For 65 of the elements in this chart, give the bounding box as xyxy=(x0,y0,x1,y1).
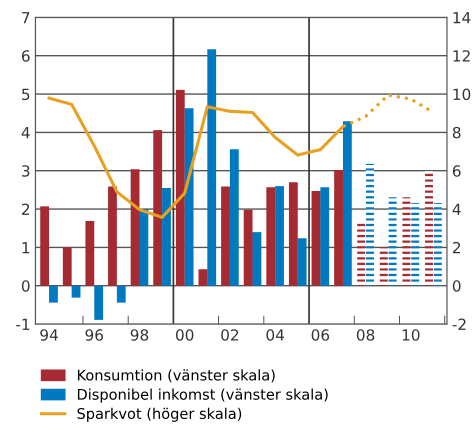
bar xyxy=(402,197,410,286)
y2-tick-label: 14 xyxy=(454,12,470,24)
bar xyxy=(244,210,253,286)
bar xyxy=(207,49,216,286)
bar xyxy=(266,187,276,286)
y-tick-label: 7 xyxy=(22,12,30,24)
bar xyxy=(221,186,230,286)
y-tick-label: -1 xyxy=(16,318,30,330)
y-tick-label: 3 xyxy=(22,165,30,177)
bar xyxy=(366,164,374,286)
y2-tick-label: 12 xyxy=(454,50,470,62)
bar xyxy=(434,202,442,286)
bar xyxy=(94,286,104,320)
y2-tick-label: 4 xyxy=(452,204,461,215)
y2-tick-label: -2 xyxy=(452,318,466,330)
x-tick-label: 06 xyxy=(312,329,330,341)
bar xyxy=(62,247,72,286)
x-tick-label: 94 xyxy=(40,329,58,341)
y2-tick-label: 10 xyxy=(454,88,470,100)
x-tick-label: 10 xyxy=(402,329,420,341)
x-tick-label: 00 xyxy=(176,329,194,341)
x-tick-label: 98 xyxy=(130,329,148,341)
bar xyxy=(72,286,80,298)
y-tick-label: 2 xyxy=(22,204,30,215)
bar xyxy=(388,197,397,286)
legend-label: Sparkvot (höger skala) xyxy=(77,408,242,422)
bar xyxy=(40,206,50,286)
x-tick-label: 96 xyxy=(86,329,104,341)
bar xyxy=(288,182,298,286)
y-tick-label: 1 xyxy=(22,242,30,254)
bar xyxy=(342,121,352,286)
bar xyxy=(380,247,388,286)
bar xyxy=(334,170,343,286)
y2-tick-label: 2 xyxy=(452,242,460,254)
bar xyxy=(198,269,208,286)
bar xyxy=(116,286,126,303)
bar xyxy=(184,108,194,286)
bar xyxy=(108,186,117,286)
y2-tick-label: 0 xyxy=(452,280,461,292)
bar xyxy=(230,149,239,286)
bar xyxy=(425,171,433,286)
y-tick-label: 6 xyxy=(22,50,30,62)
y2-tick-label: 6 xyxy=(452,165,461,177)
bar xyxy=(298,238,307,286)
y-tick-label: 5 xyxy=(22,88,30,100)
bar xyxy=(312,191,320,286)
legend-label: Konsumtion (vänster skala) xyxy=(78,369,275,382)
bar xyxy=(252,232,262,286)
y2-tick-label: 8 xyxy=(452,126,461,138)
bar xyxy=(411,202,420,286)
bar xyxy=(275,186,284,286)
bar xyxy=(153,130,162,286)
bar xyxy=(176,90,185,286)
bar xyxy=(139,209,148,286)
x-tick-label: 04 xyxy=(266,329,284,341)
bar xyxy=(85,220,94,286)
y-tick-label: 4 xyxy=(22,127,30,138)
bar xyxy=(49,286,58,303)
x-tick-label: 08 xyxy=(356,329,374,341)
bar xyxy=(162,188,171,286)
bar xyxy=(130,169,140,286)
bar xyxy=(320,187,330,286)
y-tick-label: 0 xyxy=(22,280,30,292)
legend-label: Disponibel inkomst (vänster skala) xyxy=(78,388,328,403)
x-tick-label: 02 xyxy=(221,329,238,341)
